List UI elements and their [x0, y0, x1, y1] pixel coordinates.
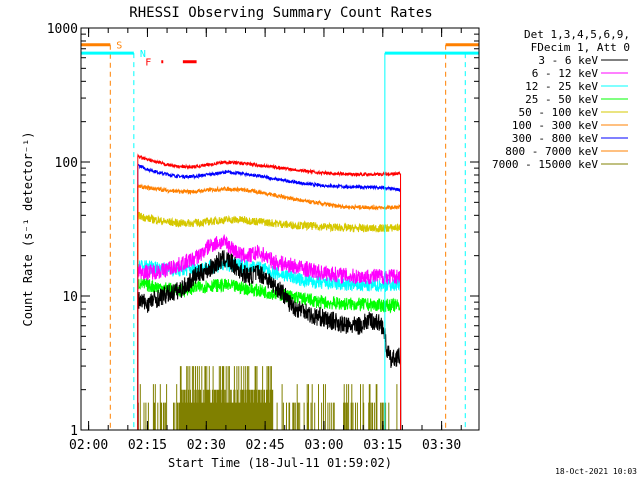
series-25-50-kev-trace [137, 277, 402, 431]
legend-entry-label: 100 - 300 keV [512, 119, 598, 132]
footer-timestamp: 18-Oct-2021 10:03 [555, 467, 637, 476]
x-tick-label: 02:30 [187, 438, 226, 453]
series-7000-15000-kev-trace [137, 366, 398, 430]
series-50-100-kev-trace [137, 211, 402, 431]
x-axis: 02:00 02:15 02:30 02:45 03:00 03:15 03:30 [69, 28, 462, 453]
legend-entry-label: 50 - 100 keV [519, 106, 599, 119]
legend-entry-label: 25 - 50 keV [525, 93, 598, 106]
flag-n-label: N [140, 49, 146, 60]
x-axis-label: Start Time (18-Jul-11 01:59:02) [168, 456, 392, 470]
legend-entry-label: 6 - 12 keV [532, 67, 599, 80]
y-tick-label: 1000 [47, 22, 78, 37]
y-axis: 1 10 100 1000 [47, 22, 479, 439]
legend-entry-label: 3 - 6 keV [538, 54, 598, 67]
legend-header-line-2: FDecim 1, Att 0 [531, 41, 630, 54]
legend-header-line-1: Det 1,3,4,5,6,9, [524, 28, 630, 41]
y-axis-label: Count Rate (s⁻¹ detector⁻¹) [21, 131, 35, 326]
legend-entry-label: 7000 - 15000 keV [492, 158, 598, 171]
plot-area: S NF [81, 41, 479, 431]
y-tick-label: 100 [55, 156, 78, 171]
flag-f-label: F [145, 58, 151, 69]
x-tick-label: 03:00 [304, 438, 343, 453]
x-tick-label: 02:15 [128, 438, 167, 453]
plot-frame [80, 27, 480, 431]
series-6-12-kev-trace [137, 234, 402, 431]
x-tick-label: 03:15 [363, 438, 402, 453]
series-300-800-kev-trace [137, 163, 402, 431]
flag-s-label: S [116, 41, 122, 52]
series-100-300-kev-trace [137, 183, 402, 431]
chart-title: RHESSI Observing Summary Count Rates [129, 5, 432, 21]
legend-entry-label: 300 - 800 keV [512, 132, 598, 145]
series-3-6-kev-trace [137, 250, 402, 431]
series-total-trace [137, 153, 402, 431]
y-tick-label: 1 [70, 424, 78, 439]
y-tick-label: 10 [62, 290, 78, 305]
legend-entry-label: 800 - 7000 keV [505, 145, 598, 158]
legend: Det 1,3,4,5,6,9, FDecim 1, Att 0 3 - 6 k… [492, 28, 630, 171]
x-tick-label: 02:00 [69, 438, 108, 453]
x-tick-label: 03:30 [422, 438, 461, 453]
x-tick-label: 02:45 [246, 438, 285, 453]
legend-entry-label: 12 - 25 keV [525, 80, 598, 93]
